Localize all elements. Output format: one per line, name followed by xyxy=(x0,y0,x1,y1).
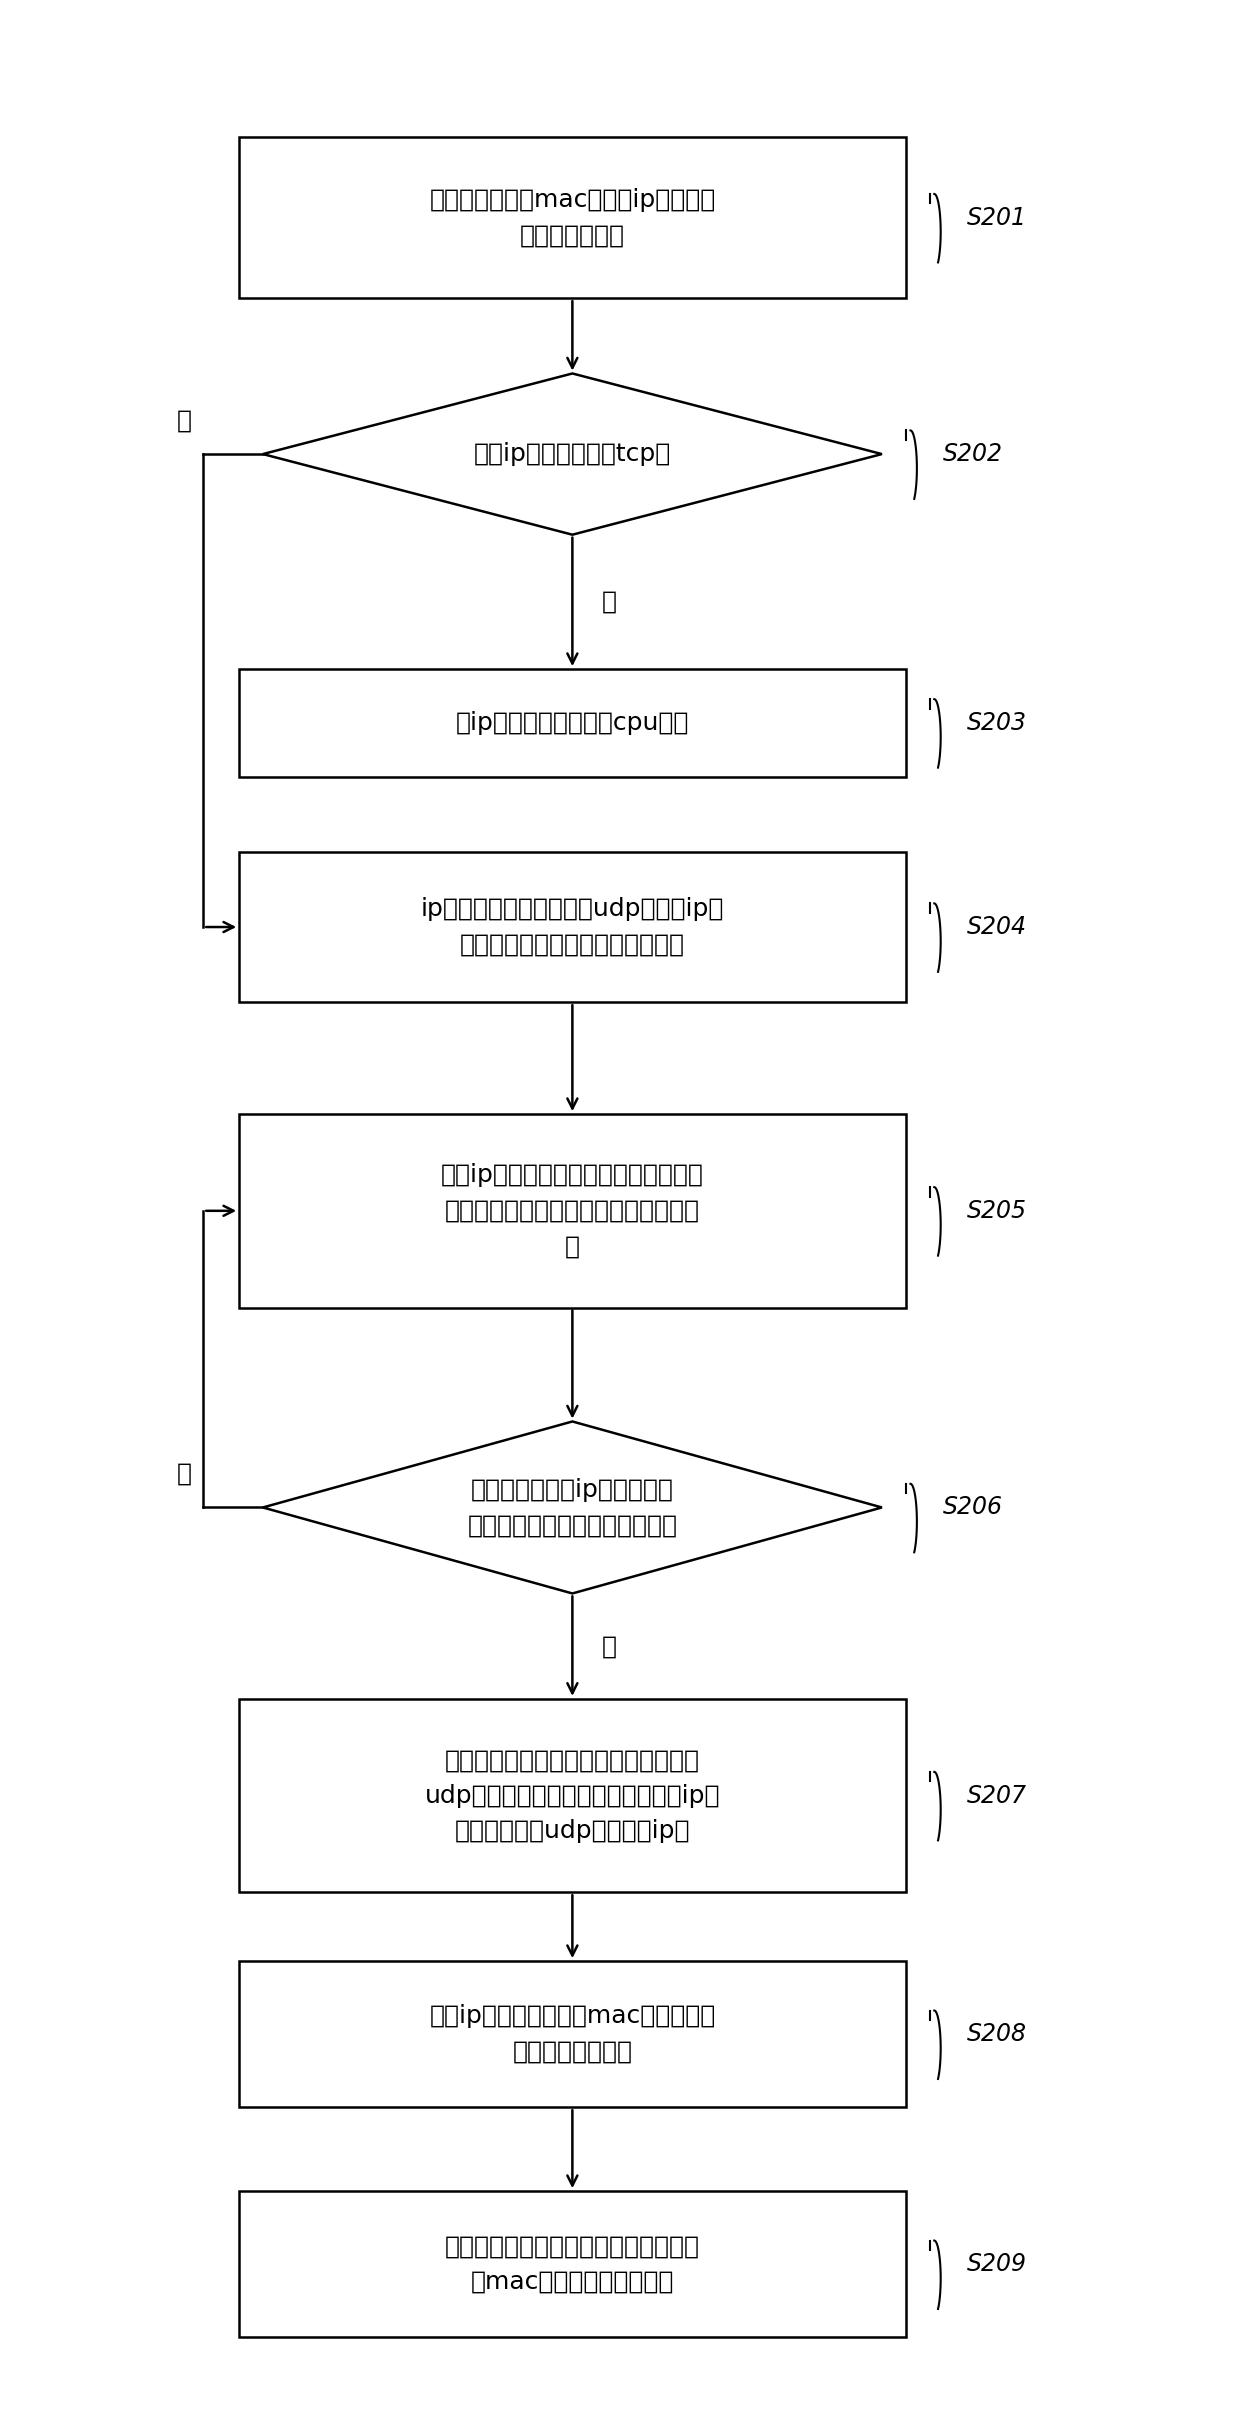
Bar xyxy=(239,1699,905,1892)
Text: 判断是否可根据ip数据包的加
速编码域产生下一级加速编码域: 判断是否可根据ip数据包的加 速编码域产生下一级加速编码域 xyxy=(467,1477,677,1537)
Polygon shape xyxy=(263,374,882,536)
Text: 接收通过以太网mac接收的ip数据包，
并对其进行合并: 接收通过以太网mac接收的ip数据包， 并对其进行合并 xyxy=(429,188,715,246)
Text: 判断ip数据包是否为tcp包: 判断ip数据包是否为tcp包 xyxy=(474,442,671,466)
Text: 是: 是 xyxy=(603,589,618,613)
Text: S201: S201 xyxy=(966,205,1027,229)
Polygon shape xyxy=(263,1421,882,1593)
Text: 根据下一级加速编码域中的数据生成新
udp包，读取第二级异构加速计算的ip地
址，并根据新udp包生成新ip包: 根据下一级加速编码域中的数据生成新 udp包，读取第二级异构加速计算的ip地 址… xyxy=(424,1747,720,1844)
Text: 是: 是 xyxy=(603,1634,618,1658)
Text: S203: S203 xyxy=(966,712,1027,736)
Text: 将ip数据包发送至本地cpu处理: 将ip数据包发送至本地cpu处理 xyxy=(455,712,689,736)
Bar xyxy=(239,1962,905,2107)
Text: 将新ip包通过以太网的mac层发送至第
二级异构加速计算: 将新ip包通过以太网的mac层发送至第 二级异构加速计算 xyxy=(429,2005,715,2063)
Text: 根据ip数据包的加速编码域数据匹配相
应的数据处理功能模块进行异构加速计
算: 根据ip数据包的加速编码域数据匹配相 应的数据处理功能模块进行异构加速计 算 xyxy=(441,1163,704,1257)
Text: 将最终生成的异构计算结果通过以太网
的mac层发送至命令请求端: 将最终生成的异构计算结果通过以太网 的mac层发送至命令请求端 xyxy=(445,2234,699,2295)
Text: S208: S208 xyxy=(966,2022,1027,2046)
Bar xyxy=(239,852,905,1001)
Text: 否: 否 xyxy=(176,1462,191,1486)
Bar xyxy=(239,138,905,299)
Text: S202: S202 xyxy=(942,442,1003,466)
Text: S205: S205 xyxy=(966,1199,1027,1223)
Text: S207: S207 xyxy=(966,1783,1027,1807)
Bar xyxy=(239,2191,905,2338)
Text: ip数据包为预设端口号的udp包，将ip数
据包发送至第一级异构加速计算中: ip数据包为预设端口号的udp包，将ip数 据包发送至第一级异构加速计算中 xyxy=(420,898,724,956)
Text: 否: 否 xyxy=(176,408,191,432)
Text: S204: S204 xyxy=(966,915,1027,939)
Bar xyxy=(239,1115,905,1308)
Bar xyxy=(239,668,905,777)
Text: S206: S206 xyxy=(942,1496,1003,1520)
Text: S209: S209 xyxy=(966,2251,1027,2275)
